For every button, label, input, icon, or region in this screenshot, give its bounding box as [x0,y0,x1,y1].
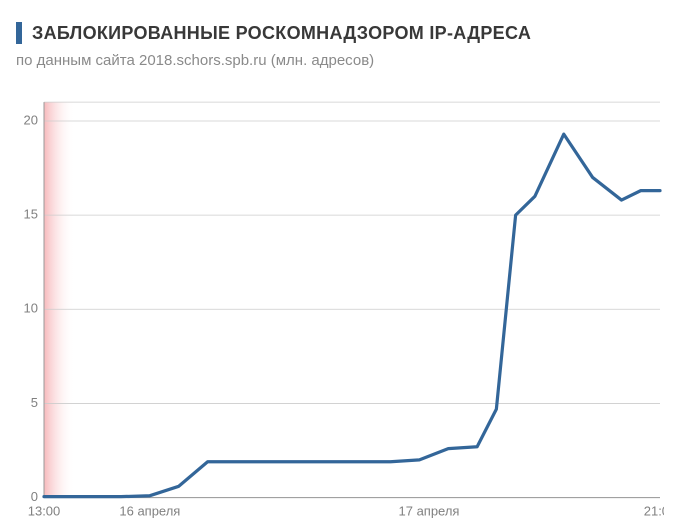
chart-subtitle: по данным сайта 2018.schors.spb.ru (млн.… [16,52,664,69]
figure-frame: ЗАБЛОКИРОВАННЫЕ РОСКОМНАДЗОРОМ IP-АДРЕСА… [0,0,680,528]
x-tick-label: 21:00 [644,503,664,518]
title-accent-bar [16,22,22,44]
title-row: ЗАБЛОКИРОВАННЫЕ РОСКОМНАДЗОРОМ IP-АДРЕСА [16,22,664,44]
chart-area: 0 5 10 15 20 13:00 16 апреля 17 апреля 21:00 [16,92,664,528]
x-tick-label: 16 апреля [119,503,180,518]
y-tick-label: 10 [24,301,38,316]
y-tick-label: 15 [24,207,38,222]
y-tick-label: 5 [31,395,38,410]
highlight-band [44,102,75,497]
x-tick-label: 17 апреля [399,503,460,518]
chart-header: ЗАБЛОКИРОВАННЫЕ РОСКОМНАДЗОРОМ IP-АДРЕСА… [16,22,664,69]
line-chart: 0 5 10 15 20 13:00 16 апреля 17 апреля 21:00 [16,92,664,528]
y-tick-label: 20 [24,112,38,127]
x-tick-label: 13:00 [28,503,61,518]
y-tick-label: 0 [31,489,38,504]
chart-title: ЗАБЛОКИРОВАННЫЕ РОСКОМНАДЗОРОМ IP-АДРЕСА [32,23,531,44]
